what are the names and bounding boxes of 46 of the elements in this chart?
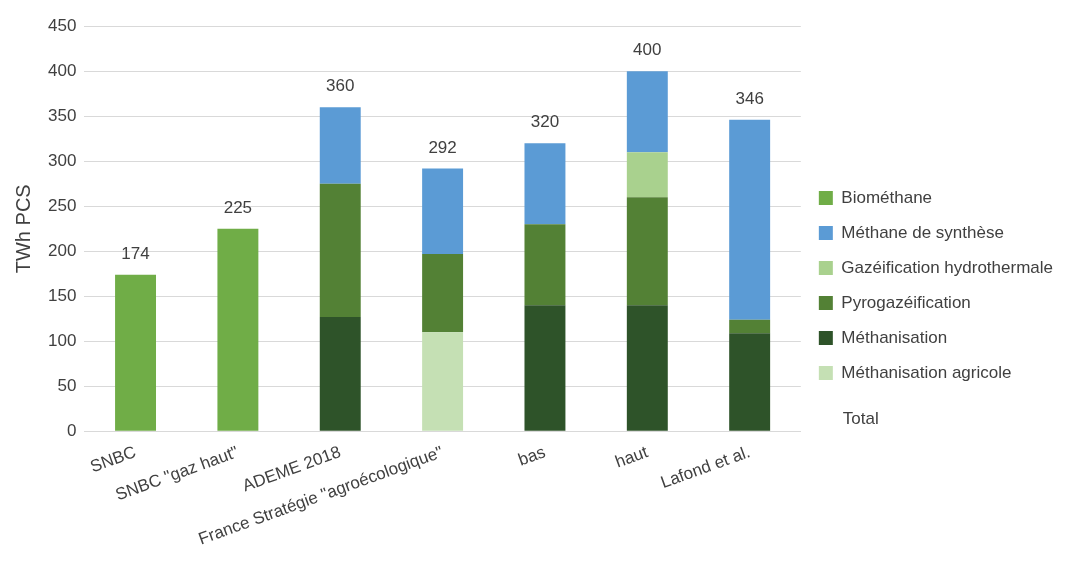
bar [729, 119, 771, 320]
y-axis-title: TWh PCS [11, 184, 34, 274]
bar [626, 305, 668, 431]
bar [319, 183, 361, 317]
legend-label: Biométhane [841, 187, 933, 207]
y-tick-label: 450 [47, 15, 77, 35]
bar [115, 274, 157, 431]
bar [524, 143, 566, 225]
bar [626, 197, 668, 306]
bar [626, 71, 668, 153]
y-tick-label: 200 [47, 240, 77, 260]
total-label: 174 [121, 243, 150, 263]
bar [319, 317, 361, 431]
total-label: 292 [428, 137, 457, 157]
bar [319, 107, 361, 184]
bar [217, 228, 259, 431]
y-tick-label: 50 [57, 376, 77, 396]
bar [422, 253, 464, 333]
y-tick-label: 400 [47, 60, 77, 80]
y-tick-label: 350 [47, 105, 77, 125]
bar [729, 319, 771, 334]
x-tick-label: SNBC [87, 442, 139, 477]
bar [422, 332, 464, 431]
y-tick-label: 250 [47, 195, 77, 215]
text: Total [842, 408, 879, 428]
total-label: 360 [326, 76, 355, 96]
total-label: 346 [735, 89, 764, 109]
bar [524, 305, 566, 431]
x-tick-label: haut [612, 442, 651, 472]
total-label: 225 [223, 197, 253, 217]
legend-label: Méthanisation [841, 327, 948, 347]
bar [729, 333, 771, 431]
legend-label: Gazéification hydrothermale [841, 257, 1054, 277]
legend-label: Pyrogazéification [841, 292, 971, 312]
legend-label: Méthane de synthèse [841, 222, 1004, 242]
total-label: 400 [633, 40, 662, 60]
y-tick-label: 300 [47, 150, 77, 170]
y-tick-label: 0 [66, 421, 77, 441]
bar [524, 224, 566, 306]
y-tick-label: 100 [47, 331, 77, 350]
bar [422, 168, 464, 254]
y-tick-label: 150 [47, 285, 77, 305]
total-label: 320 [530, 112, 560, 132]
legend-label: Méthanisation agricole [841, 362, 1012, 382]
bar [626, 152, 668, 198]
x-tick-label: bas [515, 442, 548, 470]
